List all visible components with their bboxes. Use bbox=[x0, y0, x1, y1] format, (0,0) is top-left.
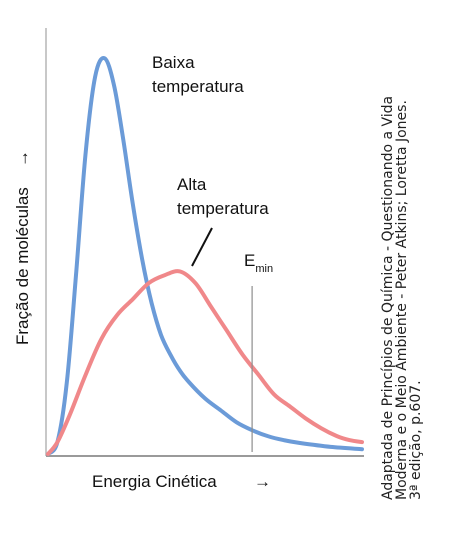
label-baixa-line1: Baixa bbox=[152, 53, 195, 72]
x-axis-arrow: → bbox=[254, 472, 271, 491]
source-credit-line2: Moderna e o Meio Ambiente - Peter Atkins… bbox=[394, 100, 410, 500]
series-line-alta-temperatura bbox=[46, 269, 364, 456]
emin-label-subscript: min bbox=[255, 263, 273, 275]
y-axis-arrow: → bbox=[13, 150, 32, 167]
series-line-baixa-temperatura bbox=[46, 56, 364, 456]
emin-label-main: E bbox=[244, 251, 255, 270]
emin-label: Emin bbox=[244, 251, 273, 275]
label-alta-line1: Alta bbox=[177, 175, 207, 194]
label-baixa-line2: temperatura bbox=[152, 77, 244, 96]
source-credit-line3: 3ª edição, p.607. bbox=[408, 380, 424, 500]
label-alta-line2: temperatura bbox=[177, 199, 269, 218]
source-credit-line1: Adaptada de Princípios de Química - Ques… bbox=[380, 96, 396, 500]
x-axis-label: Energia Cinética bbox=[92, 472, 217, 491]
y-axis-label: Fração de moléculas bbox=[13, 187, 32, 345]
alta-label-pointer bbox=[191, 227, 213, 267]
